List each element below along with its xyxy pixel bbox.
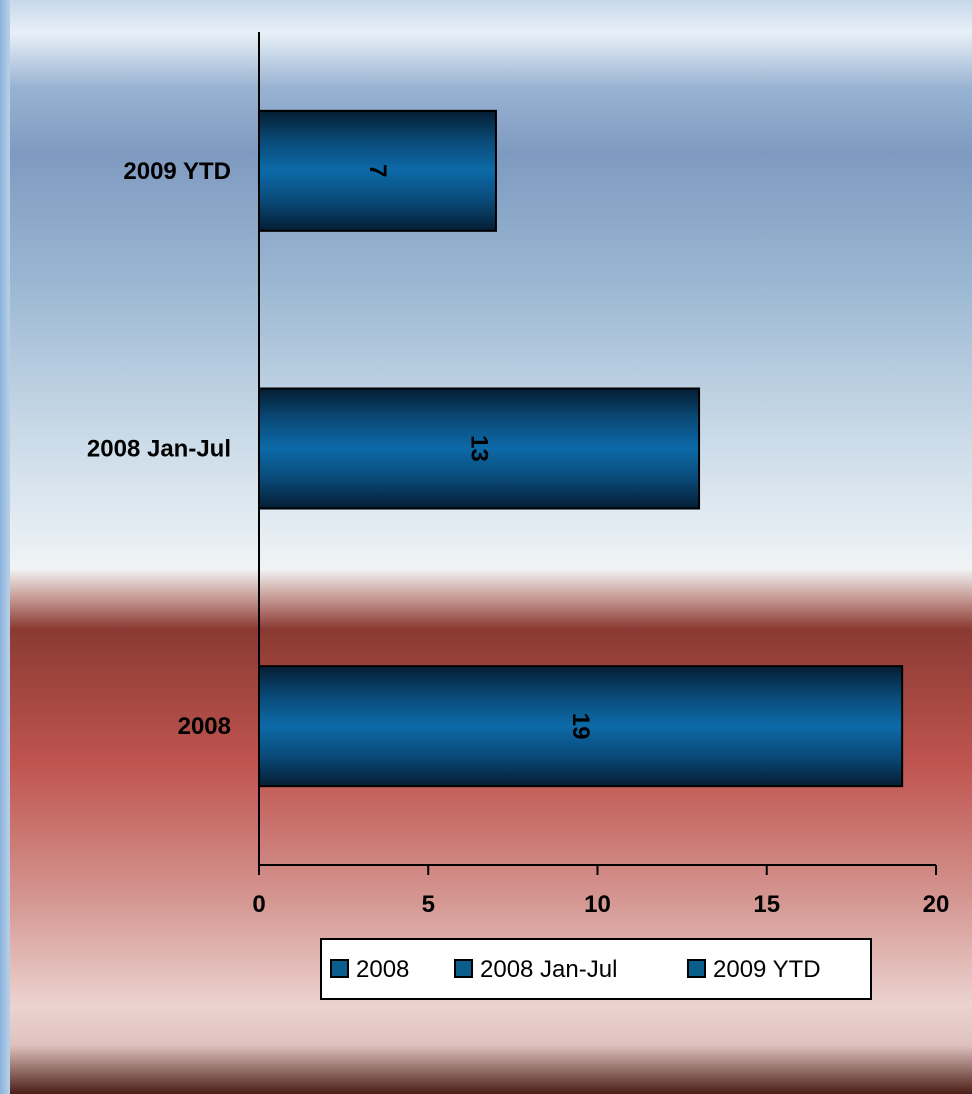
category-labels: 2008 2008 Jan-Jul 2009 YTD [87, 158, 231, 740]
legend-label: 2008 Jan-Jul [480, 956, 617, 983]
data-label: 13 [466, 435, 493, 462]
x-axis-ticks: 0 5 10 15 20 [252, 865, 949, 918]
category-label: 2008 [178, 713, 231, 740]
legend-swatch [687, 959, 706, 978]
data-label: 7 [364, 164, 391, 177]
bar [258, 387, 701, 510]
left-border-strip [0, 0, 10, 1094]
bar [258, 109, 497, 232]
legend-box [320, 938, 872, 1000]
x-tick-label: 10 [584, 891, 611, 918]
legend-label: 2009 YTD [713, 956, 821, 983]
category-label: 2009 YTD [123, 158, 231, 185]
x-tick-label: 15 [753, 891, 780, 918]
bar-series [258, 109, 904, 788]
x-tick-label: 5 [422, 891, 435, 918]
data-label: 19 [567, 713, 594, 740]
category-label: 2008 Jan-Jul [87, 436, 231, 463]
legend-label: 2008 [356, 956, 409, 983]
data-labels: 19 13 7 [364, 164, 594, 739]
bar [258, 665, 904, 788]
legend-swatch [330, 959, 349, 978]
legend: 2008 2008 Jan-Jul 2009 YTD [320, 938, 872, 1000]
legend-swatch [454, 959, 473, 978]
x-tick-label: 0 [252, 891, 265, 918]
x-tick-label: 20 [923, 891, 950, 918]
